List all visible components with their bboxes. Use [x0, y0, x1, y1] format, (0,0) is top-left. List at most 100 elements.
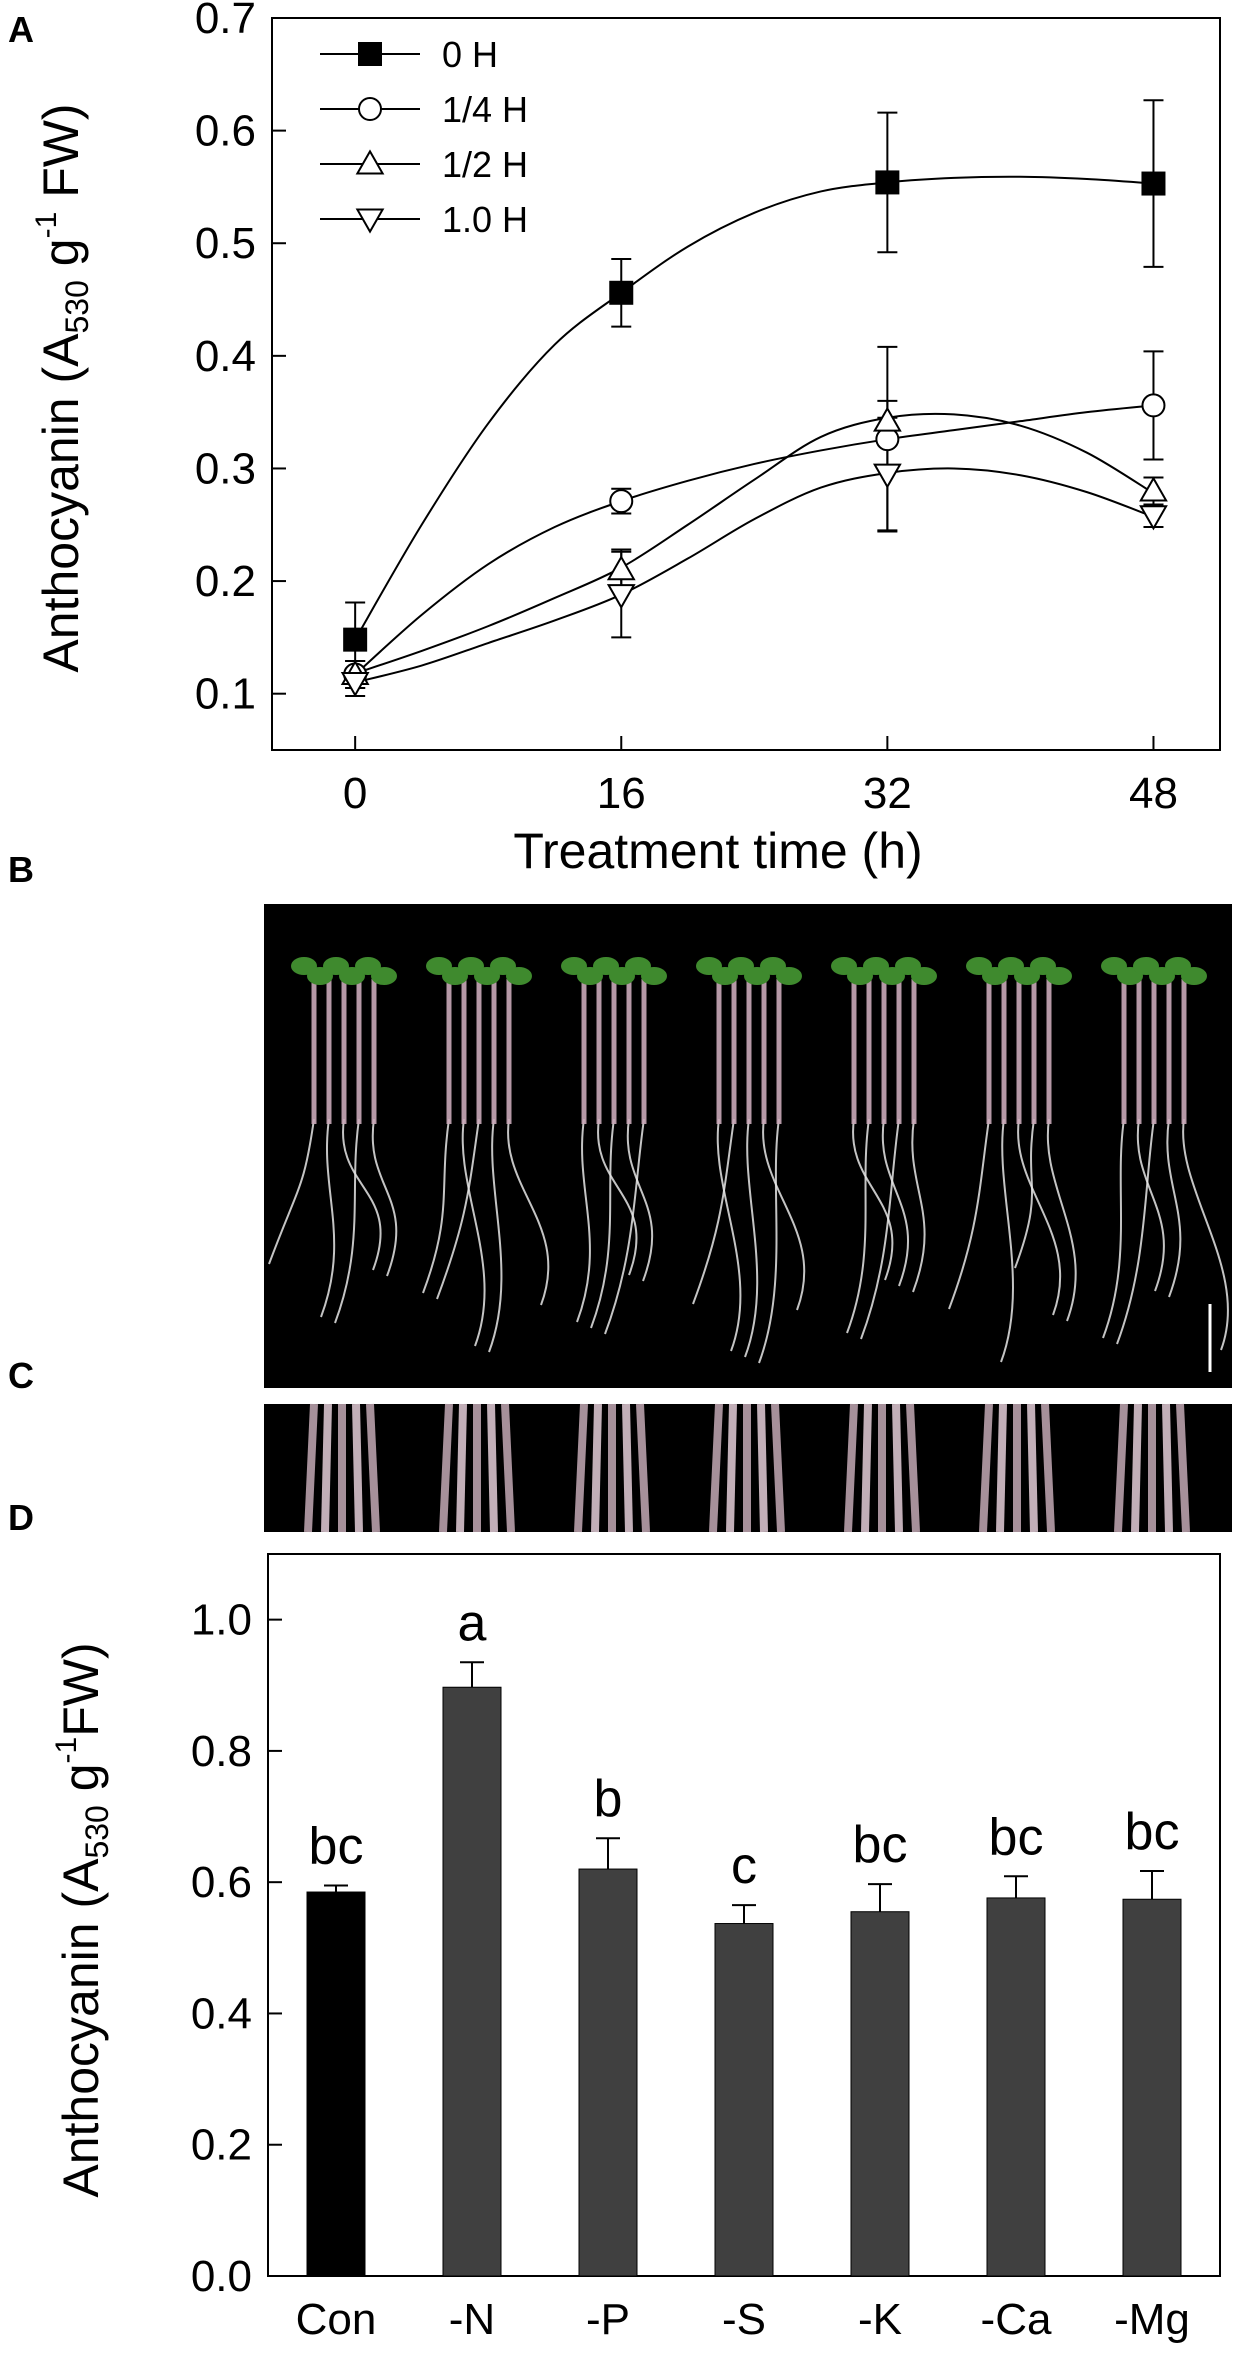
root [860, 1118, 900, 1340]
a-y-tick-label: 0.4 [195, 332, 256, 381]
seedling-group [948, 957, 1077, 1363]
root [1166, 1118, 1182, 1298]
hypocotyl-closeup-photo [264, 1403, 1232, 1533]
root [852, 1118, 894, 1281]
a-y-axis-label: Anthocyanin (A530 g-1 FW) [30, 103, 95, 672]
cotyledon [911, 967, 937, 985]
d-y-tick-label: 1.0 [191, 1596, 252, 1645]
stem-group [1114, 1403, 1190, 1533]
d-bar [1122, 1898, 1182, 2277]
stem [1162, 1403, 1173, 1533]
cotyledon [1181, 967, 1207, 985]
a-legend-label: 1/4 H [442, 89, 528, 130]
d-significance-label: b [594, 1770, 623, 1828]
d-x-tick-label: -Ca [981, 2295, 1052, 2344]
stem [591, 1403, 602, 1533]
root [320, 1118, 336, 1318]
d-significance-label: bc [309, 1817, 364, 1875]
a-ylabel-part-0: Anthocyanin (A [33, 333, 89, 673]
stem [439, 1403, 453, 1533]
a-data-point-0 [343, 627, 368, 652]
d-y-tick-label: 0.0 [191, 2252, 252, 2301]
d-ylabel-part-3: -1 [50, 1737, 83, 1764]
root [604, 1118, 645, 1335]
panel-letter-d: D [8, 1497, 34, 1538]
seedling-group [831, 957, 937, 1340]
stem [1041, 1403, 1055, 1533]
d-bar [986, 1897, 1046, 2277]
root [1182, 1118, 1229, 1351]
panel-letter-b: B [8, 849, 34, 890]
a-y-tick-label: 0.2 [195, 557, 256, 606]
a-legend-marker [358, 97, 382, 121]
a-y-tick-label: 0.7 [195, 0, 256, 43]
seedling-group [1101, 957, 1229, 1351]
d-ylabel-part-2: g [53, 1763, 109, 1805]
stem [622, 1403, 633, 1533]
root [911, 1118, 926, 1293]
stem [757, 1403, 768, 1533]
a-data-point-2 [872, 406, 902, 432]
a-x-tick-label: 32 [863, 769, 912, 818]
a-data-point-3 [1139, 505, 1168, 531]
panel-letter-a: A [8, 9, 34, 50]
stem [574, 1403, 588, 1533]
stem-group [979, 1403, 1055, 1533]
a-data-point-2 [606, 555, 636, 581]
d-bar [850, 1911, 910, 2277]
root [626, 1118, 654, 1282]
cotyledon [371, 967, 397, 985]
root [436, 1118, 480, 1300]
d-y-tick-label: 0.2 [191, 2121, 252, 2170]
root [507, 1118, 550, 1306]
a-ylabel-part-2: g [33, 238, 89, 280]
a-legend-label: 1/2 H [442, 144, 528, 185]
a-legend-label: 1.0 H [442, 199, 528, 240]
root [1102, 1118, 1125, 1339]
a-plot-frame [271, 17, 1221, 751]
stem-group [304, 1403, 380, 1533]
root [1017, 1118, 1062, 1316]
a-series-line-3 [354, 467, 1154, 684]
stem [1027, 1403, 1038, 1533]
a-data-point-0 [609, 280, 634, 305]
seedling-group [692, 957, 806, 1364]
d-x-tick-label: -P [586, 2295, 630, 2344]
root [758, 1118, 780, 1364]
a-y-tick-label: 0.3 [195, 444, 256, 493]
root [692, 1118, 735, 1305]
stem [487, 1403, 498, 1533]
a-data-point-0 [875, 170, 900, 195]
a-data-point-3 [606, 584, 636, 610]
root [268, 1118, 315, 1265]
d-ylabel-part-4: FW) [53, 1642, 109, 1736]
a-legend-marker [358, 42, 382, 66]
root [1116, 1118, 1155, 1345]
stem [996, 1403, 1007, 1533]
d-significance-label: a [458, 1594, 487, 1652]
d-significance-label: bc [1125, 1803, 1180, 1861]
stem [352, 1403, 363, 1533]
root [334, 1118, 360, 1324]
a-y-tick-label: 0.6 [195, 107, 256, 156]
root [488, 1118, 503, 1353]
d-bar [714, 1923, 774, 2277]
line-chart-a: 0.1 0.2 0.3 0.4 0.5 0.6 0.7 0 16 32 48 0 H 1/4 H 1/2 … [195, 0, 1221, 818]
root [1046, 1118, 1077, 1322]
d-y-tick-label: 0.6 [191, 1858, 252, 1907]
stem [844, 1403, 858, 1533]
stem [456, 1403, 467, 1533]
a-x-axis-label: Treatment time (h) [513, 823, 922, 879]
stem-group [844, 1403, 920, 1533]
panel-letter-c: C [8, 1355, 34, 1396]
root [590, 1118, 615, 1329]
d-y-axis-label: Anthocyanin (A530 g-1FW) [50, 1642, 115, 2197]
a-data-point-1 [609, 489, 634, 514]
seedling-photo [264, 904, 1232, 1388]
a-legend-label: 0 H [442, 34, 498, 75]
a-data-point-3 [872, 463, 902, 489]
stem-group [574, 1403, 650, 1533]
root [342, 1118, 382, 1271]
d-ylabel-part-0: Anthocyanin (A [53, 1858, 109, 2198]
